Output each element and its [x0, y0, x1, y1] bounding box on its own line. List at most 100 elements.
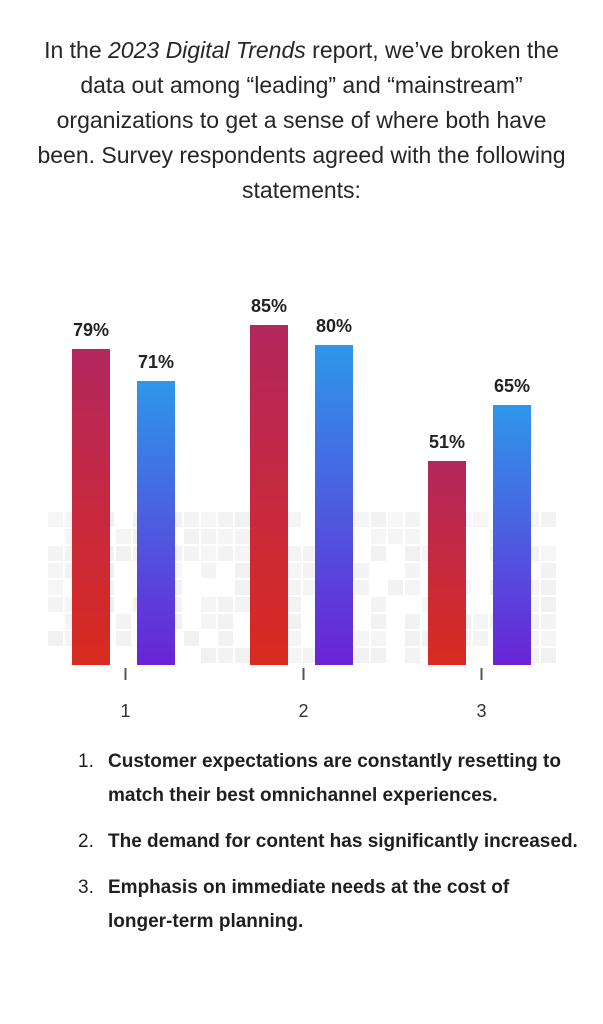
value-labels-group: 79% 71% 85% 80% 51% 65% — [73, 296, 530, 452]
background-tile — [48, 512, 63, 527]
statement-list: 1. Customer expectations are constantly … — [78, 745, 578, 951]
x-tick-label: 3 — [476, 701, 486, 721]
background-tile — [371, 614, 386, 629]
background-tile — [218, 512, 233, 527]
background-tile — [388, 580, 403, 595]
background-tile — [541, 580, 556, 595]
bar-3-series-1 — [428, 461, 466, 665]
statement-text: Customer expectations are constantly res… — [108, 751, 561, 806]
background-tile — [218, 597, 233, 612]
background-tile — [354, 512, 369, 527]
statement-number: 2. — [78, 831, 94, 852]
data-label: 85% — [251, 296, 287, 316]
background-tile — [541, 563, 556, 578]
background-tile — [201, 597, 216, 612]
x-axis: 1 2 3 — [120, 668, 487, 721]
intro-prefix: In the — [44, 37, 109, 63]
background-tile — [405, 580, 420, 595]
background-tile — [371, 648, 386, 663]
background-tile — [541, 546, 556, 561]
background-tile — [218, 648, 233, 663]
background-tile — [405, 648, 420, 663]
statement-item: 3. Emphasis on immediate needs at the co… — [78, 871, 578, 939]
background-tile — [201, 614, 216, 629]
data-label: 65% — [494, 376, 530, 396]
background-tile — [473, 512, 488, 527]
background-tile — [371, 529, 386, 544]
background-tile — [184, 631, 199, 646]
background-tile — [218, 631, 233, 646]
background-tile — [201, 512, 216, 527]
background-tile — [235, 546, 250, 561]
background-tile — [286, 512, 301, 527]
background-tile — [388, 512, 403, 527]
report-title: 2023 Digital Trends — [108, 37, 306, 63]
background-tile — [218, 529, 233, 544]
statement-item: 1. Customer expectations are constantly … — [78, 745, 578, 813]
background-tile — [286, 614, 301, 629]
background-tile — [48, 597, 63, 612]
background-tile — [48, 631, 63, 646]
background-tile — [405, 614, 420, 629]
background-tile — [354, 580, 369, 595]
data-label: 51% — [429, 432, 465, 452]
background-tile — [48, 546, 63, 561]
statement-number: 3. — [78, 877, 94, 898]
background-tile — [473, 631, 488, 646]
background-tile — [405, 631, 420, 646]
background-tile — [405, 546, 420, 561]
background-tile — [303, 580, 318, 595]
background-tile — [201, 529, 216, 544]
statement-number: 1. — [78, 751, 94, 772]
background-tile — [541, 631, 556, 646]
background-tile — [218, 614, 233, 629]
background-tile — [303, 648, 318, 663]
background-tile — [286, 597, 301, 612]
background-tile — [541, 648, 556, 663]
background-tile — [286, 546, 301, 561]
bars-group — [72, 325, 531, 665]
background-tile — [48, 563, 63, 578]
background-tile — [116, 631, 131, 646]
background-tile — [184, 546, 199, 561]
background-tile — [354, 631, 369, 646]
bar-1-series-2 — [137, 381, 175, 665]
background-tile — [235, 648, 250, 663]
background-tile — [473, 614, 488, 629]
background-pattern — [48, 512, 556, 663]
background-tile — [235, 512, 250, 527]
bar-3-series-2 — [493, 405, 531, 665]
statement-text: The demand for content has significantly… — [108, 831, 578, 852]
background-tile — [405, 512, 420, 527]
bar-1-series-1 — [72, 349, 110, 665]
intro-paragraph: In the 2023 Digital Trends report, we’ve… — [30, 33, 573, 208]
x-tick-label: 2 — [298, 701, 308, 721]
background-tile — [371, 546, 386, 561]
background-tile — [116, 546, 131, 561]
data-label: 79% — [73, 320, 109, 340]
background-tile — [371, 597, 386, 612]
background-tile — [541, 512, 556, 527]
background-tile — [184, 529, 199, 544]
background-tile — [235, 580, 250, 595]
background-tile — [371, 512, 386, 527]
background-tile — [303, 563, 318, 578]
background-tile — [541, 597, 556, 612]
background-tile — [116, 529, 131, 544]
background-tile — [405, 529, 420, 544]
background-tile — [286, 648, 301, 663]
bar-2-series-1 — [250, 325, 288, 665]
background-tile — [541, 614, 556, 629]
background-tile — [201, 563, 216, 578]
data-label: 71% — [138, 352, 174, 372]
background-tile — [235, 597, 250, 612]
background-tile — [286, 631, 301, 646]
background-tile — [354, 563, 369, 578]
background-tile — [371, 631, 386, 646]
background-tile — [48, 580, 63, 595]
background-tile — [354, 648, 369, 663]
x-tick-label: 1 — [120, 701, 130, 721]
background-tile — [286, 563, 301, 578]
background-tile — [388, 529, 403, 544]
background-tile — [201, 648, 216, 663]
